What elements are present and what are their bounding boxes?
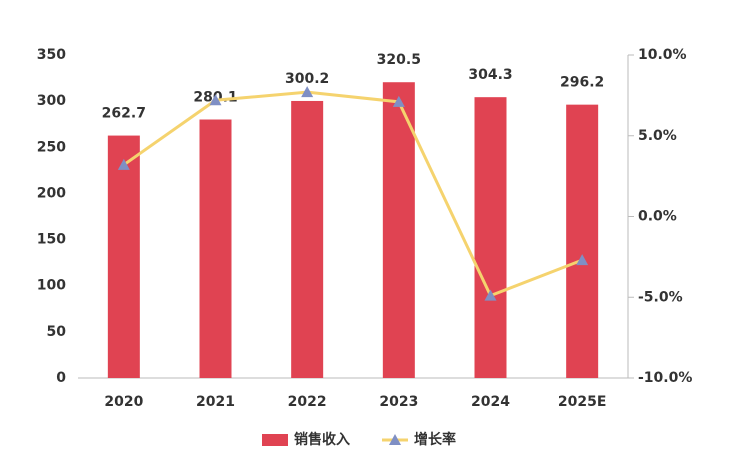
marker xyxy=(484,289,497,301)
x-tick-label: 2021 xyxy=(196,394,235,410)
y2-tick-label: 10.0% xyxy=(638,47,687,63)
legend-label: 销售收入 xyxy=(294,431,350,448)
line xyxy=(122,90,583,298)
y-tick-label: 150 xyxy=(37,232,66,248)
y-tick-label: 0 xyxy=(56,370,66,386)
bar xyxy=(199,119,232,378)
y-tick-label: 50 xyxy=(47,324,67,340)
value-label: 296.2 xyxy=(560,75,604,91)
x-tick-label: 2023 xyxy=(379,394,418,410)
y2-tick-label: 0.0% xyxy=(638,209,677,225)
x-tick-label: 2020 xyxy=(104,394,143,410)
y-tick-label: 200 xyxy=(37,185,66,201)
marker xyxy=(117,158,130,170)
x-tick-label: 2024 xyxy=(471,394,510,410)
value-label: 320.5 xyxy=(377,52,421,68)
value-label: 300.2 xyxy=(285,71,329,87)
y-tick-label: 250 xyxy=(37,139,66,155)
y2-tick-label: 5.0% xyxy=(638,128,677,144)
y-tick-label: 350 xyxy=(37,47,66,63)
y-tick-label: 100 xyxy=(37,278,66,294)
marker xyxy=(301,86,314,98)
legend-label: 增长率 xyxy=(414,431,456,448)
value-label: 304.3 xyxy=(468,67,512,83)
marker xyxy=(576,254,589,266)
y2-tick-label: -10.0% xyxy=(638,370,692,386)
value-label: 262.7 xyxy=(102,106,146,122)
bar xyxy=(566,104,599,378)
legend-swatch xyxy=(262,434,288,446)
marker xyxy=(392,95,405,107)
x-tick-label: 2022 xyxy=(288,394,327,410)
bar xyxy=(291,100,324,378)
bar xyxy=(382,82,415,378)
bar xyxy=(474,97,507,379)
y-tick-label: 300 xyxy=(37,93,66,109)
marker xyxy=(209,94,222,106)
x-tick-label: 2025E xyxy=(558,394,607,410)
bar xyxy=(107,135,140,378)
legend-swatch xyxy=(389,434,401,445)
y2-tick-label: -5.0% xyxy=(638,289,683,305)
